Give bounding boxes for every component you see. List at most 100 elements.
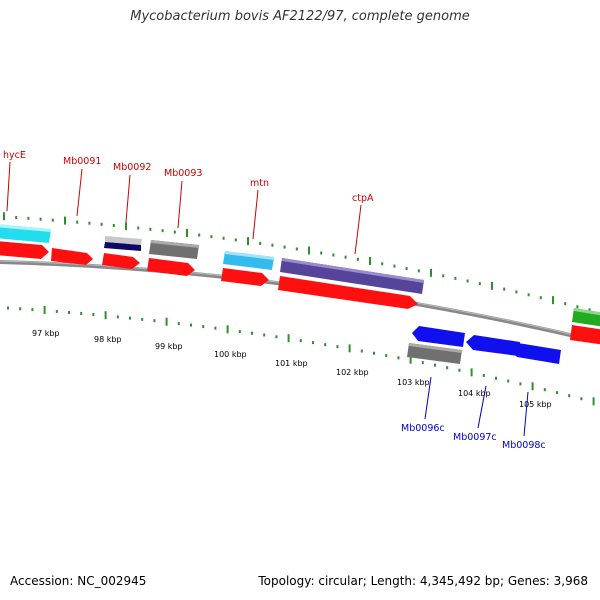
tick-major	[64, 216, 66, 225]
tick-major	[226, 325, 229, 334]
tick-major	[491, 281, 493, 290]
tick-major	[247, 237, 249, 246]
tick-minor	[7, 306, 9, 310]
topology-text: Topology: circular; Length: 4,345,492 bp…	[258, 574, 588, 588]
accession-text: Accession: NC_002945	[10, 574, 147, 588]
tick-minor	[177, 322, 180, 326]
tick-minor	[495, 376, 497, 380]
tick-minor	[576, 305, 579, 309]
tick-minor	[295, 247, 298, 251]
tick-minor	[324, 343, 327, 347]
gene-label-Mb0091[interactable]: Mb0091	[63, 156, 101, 167]
tick-minor	[129, 316, 131, 320]
gene-label-Mb0098c[interactable]: Mb0098c	[502, 440, 546, 451]
cds-Mb0098c[interactable]	[510, 343, 561, 364]
tick-minor	[100, 222, 103, 226]
tick-minor	[580, 397, 583, 401]
tick-minor	[19, 307, 22, 311]
tick-minor	[482, 374, 485, 378]
cds-Mb0093[interactable]	[147, 258, 195, 276]
tick-major	[592, 397, 595, 406]
tick-minor	[137, 226, 140, 230]
tick-minor	[210, 235, 213, 239]
tick-minor	[299, 339, 302, 343]
cds-hycE[interactable]	[0, 241, 49, 259]
kbp-label: 102 kbp	[336, 368, 369, 377]
tick-minor	[259, 241, 262, 245]
tick-minor	[539, 296, 542, 300]
tick-minor	[356, 257, 359, 261]
tick-minor	[39, 217, 42, 221]
tick-minor	[478, 282, 481, 286]
gene-label-hycE[interactable]: hycE	[3, 150, 26, 161]
tick-major	[348, 344, 351, 353]
gene-label-Mb0096c[interactable]: Mb0096c	[401, 423, 445, 434]
tick-minor	[153, 319, 156, 323]
kbp-label: 103 kbp	[397, 378, 430, 387]
tick-minor	[198, 233, 201, 237]
tick-minor	[360, 349, 363, 353]
tick-minor	[238, 329, 241, 333]
tick-major	[125, 222, 127, 231]
tick-major	[104, 311, 107, 320]
feature-green-edge[interactable]	[572, 308, 600, 327]
tick-minor	[173, 230, 176, 234]
tick-minor	[344, 255, 347, 259]
tick-minor	[397, 356, 400, 360]
cds-red-edge[interactable]	[570, 325, 600, 345]
feature-mtn-lightblue[interactable]	[223, 251, 274, 270]
forward-tick-track	[3, 212, 591, 312]
tick-minor	[332, 253, 335, 257]
tick-major	[165, 317, 168, 326]
tick-minor	[283, 245, 286, 249]
tick-minor	[385, 354, 388, 358]
tick-minor	[55, 309, 58, 313]
kbp-label: 105 kbp	[519, 400, 552, 409]
kbp-scale: 97 kbp 98 kbp 99 kbp 100 kbp 101 kbp 102…	[32, 329, 552, 409]
cds-Mb0092[interactable]	[102, 253, 140, 269]
tick-minor	[271, 243, 274, 247]
tick-minor	[275, 335, 278, 339]
reverse-tick-track	[7, 306, 595, 406]
tick-minor	[92, 313, 95, 317]
cds-ctpA[interactable]	[278, 276, 418, 309]
tick-minor	[458, 368, 461, 372]
tick-major	[430, 268, 432, 277]
tick-minor	[141, 317, 144, 321]
feature-Mb0092-silver[interactable]	[104, 236, 142, 251]
tick-minor	[503, 287, 506, 291]
gene-label-Mb0093[interactable]: Mb0093	[164, 168, 202, 179]
cds-Mb0096c[interactable]	[412, 326, 465, 347]
feature-ctpA-purple[interactable]	[280, 258, 424, 294]
tick-minor	[515, 290, 518, 294]
tick-minor	[222, 236, 225, 240]
cds-Mb0097c[interactable]	[466, 335, 520, 356]
tick-minor	[417, 269, 420, 273]
cds-Mb0091[interactable]	[51, 248, 93, 265]
feature-Mb0093-gray[interactable]	[149, 240, 199, 259]
tick-minor	[234, 238, 237, 242]
gene-label-ctpA[interactable]: ctpA	[352, 193, 374, 204]
kbp-label: 99 kbp	[155, 342, 183, 351]
tick-minor	[88, 221, 91, 225]
gene-label-Mb0097c[interactable]: Mb0097c	[453, 432, 497, 443]
feature-hycE-cyan[interactable]	[0, 224, 51, 243]
tick-major	[308, 246, 310, 255]
tick-minor	[393, 264, 396, 268]
tick-major	[531, 382, 534, 391]
tick-minor	[76, 220, 79, 224]
tick-minor	[568, 394, 571, 398]
tick-minor	[214, 326, 217, 330]
tick-minor	[251, 331, 253, 335]
tick-minor	[373, 351, 375, 355]
tick-minor	[161, 229, 164, 233]
tick-minor	[564, 302, 567, 306]
tick-minor	[149, 227, 152, 231]
gene-label-Mb0092[interactable]: Mb0092	[113, 162, 151, 173]
feature-Mb0096c-gray[interactable]	[407, 343, 462, 364]
tick-minor	[405, 266, 408, 270]
tick-minor	[15, 216, 18, 220]
gene-label-mtn[interactable]: mtn	[250, 178, 269, 189]
cds-mtn[interactable]	[221, 268, 269, 286]
tick-minor	[556, 391, 558, 395]
